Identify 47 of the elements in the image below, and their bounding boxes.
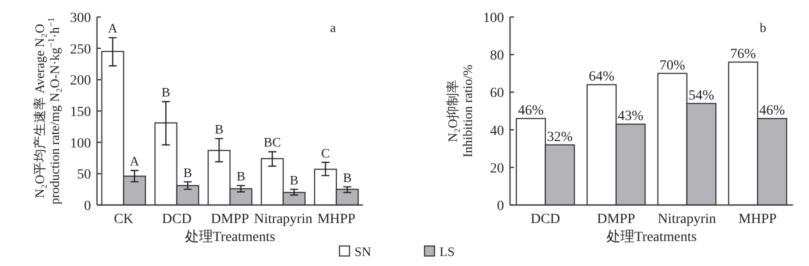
y-tick-label: 150 (70, 105, 91, 120)
data-label: 54% (688, 88, 715, 104)
data-label: 46% (518, 104, 544, 119)
y-tick-label: 0 (84, 199, 91, 214)
y-tick-label: 100 (483, 11, 504, 26)
x-tick-label: MHPP (738, 212, 777, 227)
y-tick-label: 40 (490, 124, 504, 139)
y-tick-label: 100 (70, 136, 91, 152)
annotation: B (342, 170, 352, 185)
data-label: 32% (547, 130, 574, 145)
y-tick-label: 50 (77, 168, 91, 183)
annotation: BC (264, 134, 281, 150)
x-axis-title: 处理Treatments (184, 229, 276, 245)
data-label: 46% (759, 104, 786, 119)
y-tick-label: 200 (70, 74, 91, 89)
data-label: 43% (618, 109, 644, 124)
legend-label: LS (440, 244, 455, 259)
x-tick-label: DCD (530, 212, 560, 227)
annotation: B (162, 84, 171, 100)
annotation: A (108, 20, 118, 36)
chart-title: b (760, 20, 766, 35)
annotation: B (183, 164, 192, 180)
y-axis-title: N₂O抑制率 Inhibition ratio/% (445, 64, 475, 158)
x-tick-label: DCD (162, 212, 192, 227)
data-label: 64% (588, 70, 615, 85)
legend-label: SN (354, 244, 372, 259)
x-tick-label: DMPP (597, 212, 636, 227)
annotation: A (130, 154, 140, 169)
y-tick-label: 60 (490, 86, 504, 102)
annotation: B (236, 168, 246, 184)
x-tick-label: Nitrapyrin (658, 212, 716, 227)
data-label: 70% (660, 58, 686, 74)
y-tick-label: 300 (70, 11, 91, 26)
data-label: 76% (730, 47, 756, 62)
y-tick-label: 250 (70, 42, 91, 58)
y-tick-label: 0 (497, 199, 504, 214)
x-tick-label: DMPP (210, 212, 250, 227)
y-tick-label: 20 (490, 161, 504, 176)
x-tick-label: MHPP (317, 212, 356, 227)
annotation: B (290, 172, 299, 188)
y-tick-label: 80 (490, 48, 504, 64)
x-tick-label: CK (114, 212, 134, 227)
x-tick-label: Nitrapyrin (254, 212, 312, 227)
x-axis-title: 处理Treatments (606, 229, 697, 245)
chart-title: a (330, 20, 336, 35)
annotation: B (214, 122, 224, 137)
annotation: C (321, 145, 330, 160)
